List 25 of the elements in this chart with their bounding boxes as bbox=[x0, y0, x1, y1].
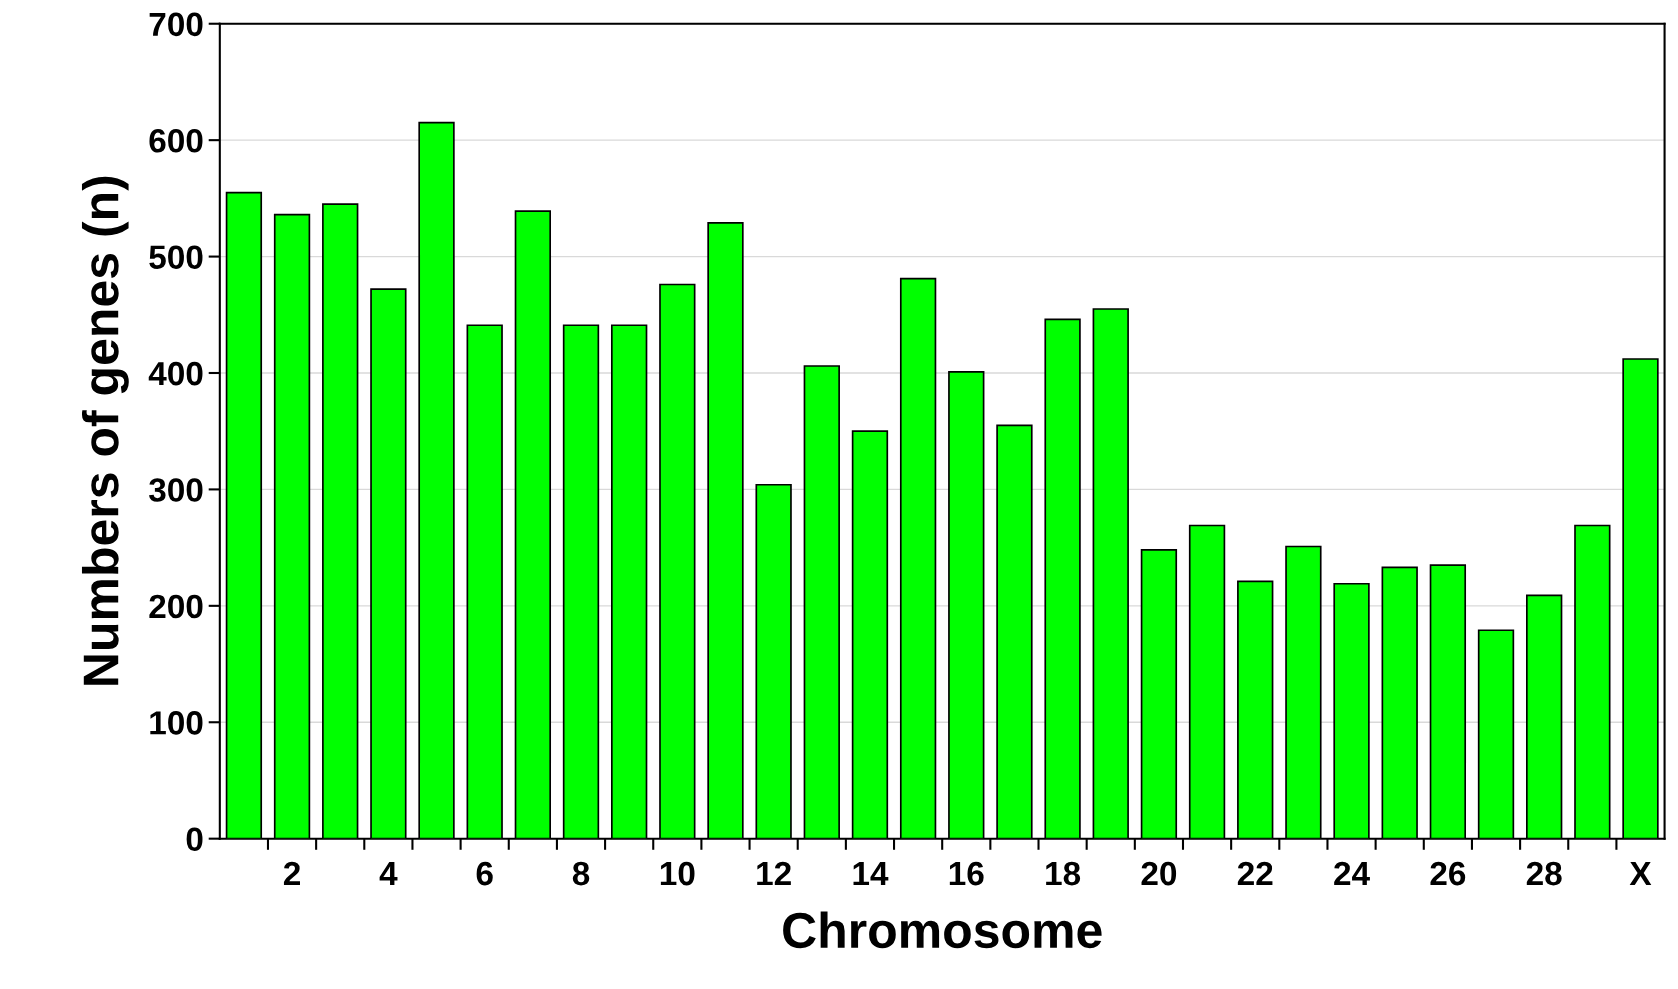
x-tick-label: 24 bbox=[1334, 861, 1370, 886]
x-tick-label: 26 bbox=[1430, 861, 1466, 886]
x-tick-label: 12 bbox=[757, 861, 791, 886]
x-tick-label: 8 bbox=[572, 861, 590, 886]
x-tick-label: 22 bbox=[1237, 861, 1273, 886]
y-tick-label: 600 bbox=[149, 128, 203, 153]
x-tick-label: 2 bbox=[283, 861, 300, 886]
x-tick-label: 28 bbox=[1526, 861, 1562, 886]
y-tick-label: 400 bbox=[148, 361, 203, 386]
x-tick-label: 20 bbox=[1141, 861, 1177, 886]
x-tick-label: 10 bbox=[660, 861, 695, 886]
y-tick-label: 500 bbox=[149, 245, 203, 269]
y-tick-label: 100 bbox=[150, 711, 203, 735]
y-tick-label: 700 bbox=[149, 12, 203, 37]
x-tick-label: 16 bbox=[949, 861, 984, 886]
x-axis-title: Chromosome bbox=[783, 911, 1102, 949]
x-tick-label: X bbox=[1629, 862, 1652, 886]
x-tick-label: 14 bbox=[853, 862, 889, 886]
y-tick-label: 0 bbox=[186, 827, 203, 852]
y-tick-label: 300 bbox=[149, 478, 203, 502]
x-tick-label: 18 bbox=[1046, 861, 1081, 886]
x-tick-label: 6 bbox=[476, 861, 493, 886]
y-tick-label: 200 bbox=[149, 594, 203, 619]
y-axis-title: Numbers of genes (n) bbox=[81, 176, 129, 685]
x-tick-label: 4 bbox=[379, 862, 398, 886]
